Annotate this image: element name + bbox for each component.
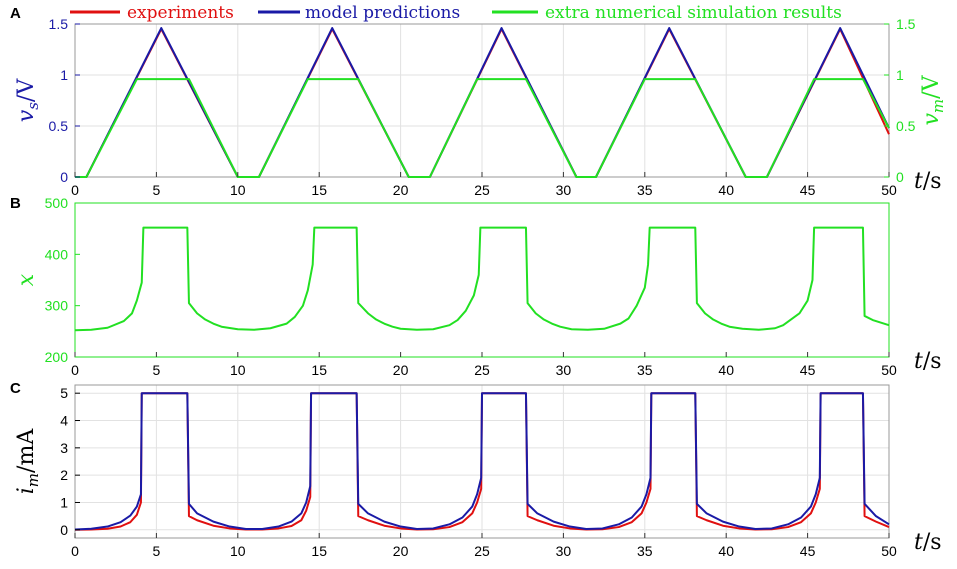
x-axis-label: t/s [914, 530, 942, 555]
y-tick-label: 0 [60, 522, 68, 538]
y2-tick-label: 1.5 [896, 16, 916, 32]
y-tick-label: 4 [60, 413, 68, 429]
panel-b: B 0 5 10 15 20 25 30 35 40 45 50 200 300 400 500 t/s x [10, 195, 942, 378]
y2-tick-label: 1 [896, 67, 904, 83]
x-tick-label: 30 [556, 543, 572, 559]
x-tick-label: 0 [71, 182, 79, 198]
y-tick-label: 200 [45, 349, 69, 365]
x-tick-label: 50 [881, 362, 897, 378]
y-tick-label: 300 [45, 298, 69, 314]
panel-a: A0 5 10 15 20 25 30 35 40 45 5000.511.500.511.5t/s… [10, 5, 947, 198]
legend: experiments model predictions extra numeri… [70, 3, 842, 23]
series-line [74, 226, 890, 332]
y-tick-label: 1.5 [49, 16, 69, 32]
legend-label: model predictions [305, 3, 460, 23]
x-axis-label: t/s [914, 169, 942, 194]
series-line [75, 78, 890, 178]
x-tick-label: 20 [393, 543, 409, 559]
x-tick-label: 20 [393, 362, 409, 378]
x-tick-label: 50 [881, 182, 897, 198]
x-tick-label: 30 [556, 362, 572, 378]
x-tick-label: 25 [474, 182, 490, 198]
x-tick-label: 45 [800, 182, 816, 198]
x-tick-label: 45 [800, 543, 816, 559]
x-tick-label: 0 [71, 543, 79, 559]
x-tick-label: 35 [637, 182, 653, 198]
x-tick-label: 25 [474, 362, 490, 378]
y-axis-label: vs/V [14, 78, 42, 123]
y-tick-label: 0 [60, 169, 68, 185]
y2-tick-label: 0.5 [896, 118, 916, 134]
plot-frame [74, 202, 890, 358]
x-tick-label: 40 [718, 362, 734, 378]
x-tick-label: 40 [718, 543, 734, 559]
x-tick-label: 25 [474, 543, 490, 559]
x-tick-label: 35 [637, 543, 653, 559]
x-tick-label: 40 [718, 182, 734, 198]
series-line [74, 392, 890, 531]
y-axis-label: x [14, 273, 39, 286]
panel-letter: C [10, 380, 21, 397]
y-tick-label: 3 [60, 440, 68, 456]
x-tick-label: 10 [230, 182, 246, 198]
y-tick-label: 2 [60, 467, 68, 483]
y2-tick-label: 0 [896, 169, 904, 185]
x-tick-label: 0 [71, 362, 79, 378]
x-tick-label: 45 [800, 362, 816, 378]
panel-letter: A [10, 5, 21, 22]
x-axis-label: t/s [914, 349, 942, 374]
x-tick-label: 15 [311, 543, 327, 559]
x-tick-label: 30 [556, 182, 572, 198]
y-tick-label: 1 [60, 494, 68, 510]
y-tick-label: 500 [45, 195, 69, 211]
y-tick-label: 5 [60, 385, 68, 401]
y-tick-label: 400 [45, 246, 69, 262]
y-tick-label: 1 [60, 67, 68, 83]
x-tick-label: 5 [153, 362, 161, 378]
y2-axis-label: vm/V [919, 74, 947, 125]
x-tick-label: 15 [311, 362, 327, 378]
x-tick-label: 10 [230, 543, 246, 559]
x-tick-label: 15 [311, 182, 327, 198]
x-tick-label: 50 [881, 543, 897, 559]
x-tick-label: 10 [230, 362, 246, 378]
y-axis-label: im/mA [14, 428, 42, 495]
legend-label: experiments [127, 3, 234, 23]
y-tick-label: 0.5 [49, 118, 69, 134]
x-tick-label: 20 [393, 182, 409, 198]
legend-label: extra numerical simulation results [545, 3, 842, 23]
x-tick-label: 5 [153, 543, 161, 559]
x-tick-label: 35 [637, 362, 653, 378]
panel-letter: B [10, 195, 21, 212]
x-tick-label: 5 [153, 182, 161, 198]
